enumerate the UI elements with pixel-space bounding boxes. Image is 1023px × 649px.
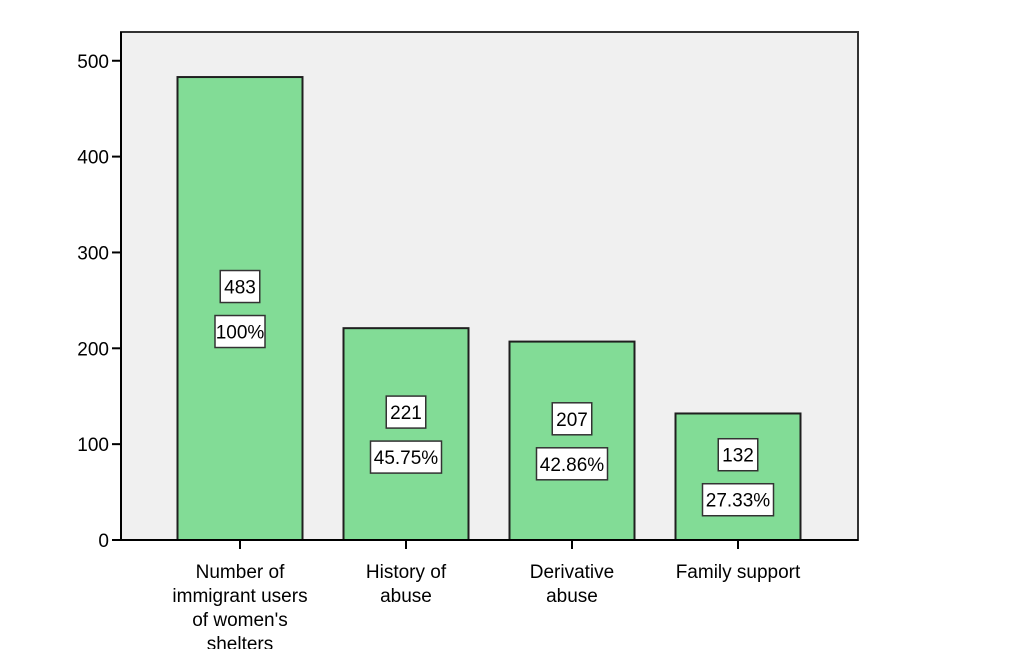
x-tick-label-line: of women's <box>192 610 288 631</box>
data-label-count-box <box>717 437 759 472</box>
data-label-count-group: 483 <box>219 269 261 304</box>
data-label-percent-group: 45.75% <box>369 440 443 474</box>
data-label-count-box <box>551 402 593 436</box>
x-tick-label-line: abuse <box>380 586 432 607</box>
data-label-percent-box <box>535 447 609 481</box>
bar <box>674 412 802 541</box>
x-tick-label-line: Family support <box>676 562 801 583</box>
data-label-count: 207 <box>556 410 588 431</box>
bars <box>176 76 802 542</box>
y-tick-label: 400 <box>77 148 109 169</box>
x-tick-label-line: History of <box>366 562 447 583</box>
data-label-percent-box <box>214 314 266 349</box>
data-label-percent-group: 27.33% <box>701 482 775 517</box>
y-tick-label: 200 <box>77 339 109 360</box>
data-label-count-group: 132 <box>717 437 759 472</box>
x-tick-label: Number of immigrant users of women's shelte… <box>172 562 307 649</box>
data-label-count: 221 <box>390 403 422 424</box>
data-labels: 483 100% 221 45.75% 207 42.86% 132 27.33% <box>214 269 775 517</box>
x-tick-label-line: abuse <box>546 586 598 607</box>
data-label-percent: 100% <box>216 323 265 344</box>
x-tick-label: Derivative abuse <box>530 562 614 607</box>
x-tick-label-line: immigrant users <box>172 586 307 607</box>
y-axis-ticks: 0 100 200 300 400 500 <box>77 52 121 552</box>
x-tick-label-line: Derivative <box>530 562 614 583</box>
bar <box>508 340 636 541</box>
y-tick-label: 500 <box>77 52 109 73</box>
data-label-count-box <box>219 269 261 304</box>
data-label-count-group: 221 <box>385 395 427 429</box>
data-label-count-box <box>385 395 427 429</box>
data-label-count-group: 207 <box>551 402 593 436</box>
data-label-count: 483 <box>224 278 256 299</box>
data-label-percent-group: 100% <box>214 314 266 349</box>
data-label-percent-group: 42.86% <box>535 447 609 481</box>
x-axis-ticks: Number of immigrant users of women's shelte… <box>172 540 801 649</box>
bar <box>176 76 304 542</box>
x-tick-label: Family support <box>676 562 801 583</box>
x-tick-label: History of abuse <box>366 562 447 607</box>
x-tick-label-line: shelters <box>207 634 274 649</box>
y-tick-label: 300 <box>77 243 109 264</box>
data-label-count: 132 <box>722 446 754 467</box>
data-label-percent: 42.86% <box>540 455 605 476</box>
y-tick-label: 0 <box>98 531 109 552</box>
bar <box>342 327 470 541</box>
data-label-percent-box <box>701 482 775 517</box>
data-label-percent: 27.33% <box>706 491 771 512</box>
data-label-percent-box <box>369 440 443 474</box>
x-tick-label-line: Number of <box>196 562 285 583</box>
y-tick-label: 100 <box>77 435 109 456</box>
data-label-percent: 45.75% <box>374 448 439 469</box>
